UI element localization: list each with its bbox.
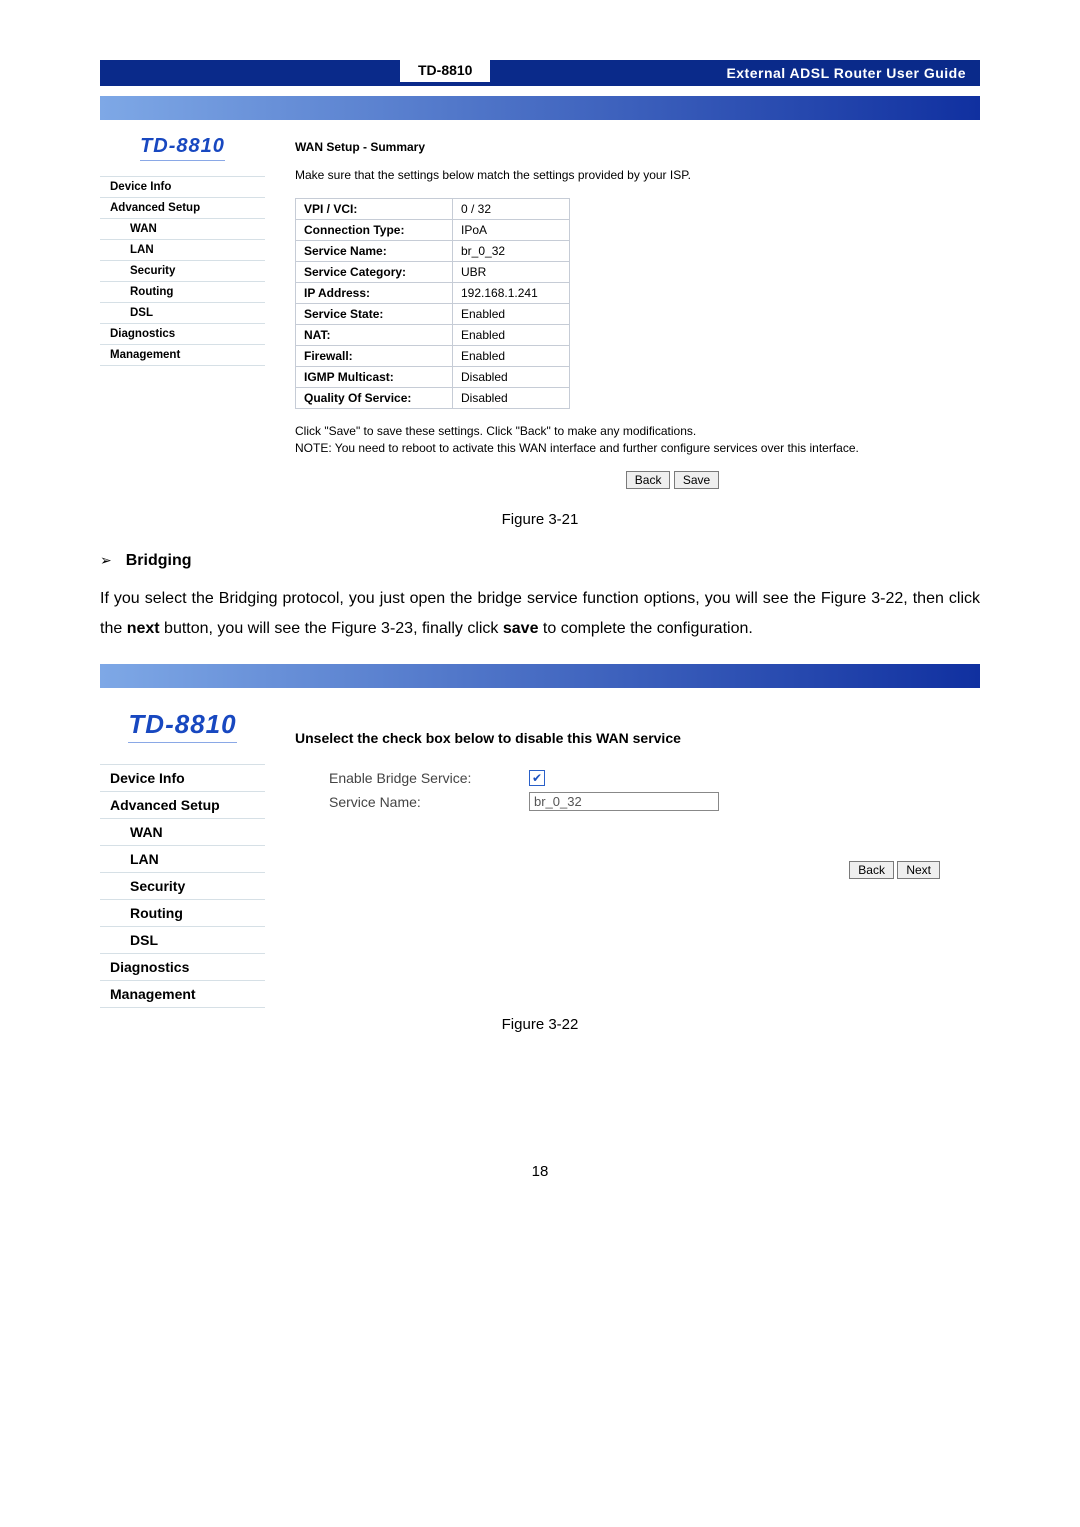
- bridging-text-mid: button, you will see the Figure 3-23, fi…: [160, 620, 503, 637]
- sidebar-item-lan[interactable]: LAN: [100, 845, 265, 873]
- panel-top-bar: [100, 664, 980, 688]
- figure-caption-2: Figure 3-22: [100, 1016, 980, 1033]
- panel-top-bar: [100, 96, 980, 120]
- summary-value: Enabled: [453, 304, 570, 325]
- sidebar-item-dsl[interactable]: DSL: [100, 926, 265, 954]
- table-row: Service State:Enabled: [296, 304, 570, 325]
- table-row: Service Name:br_0_32: [296, 241, 570, 262]
- sidebar-item-dsl[interactable]: DSL: [100, 302, 265, 324]
- summary-value: UBR: [453, 262, 570, 283]
- sidebar-item-management[interactable]: Management: [100, 980, 265, 1008]
- sidebar: TD-8810 Device InfoAdvanced SetupWANLANS…: [100, 120, 265, 366]
- logo-text: TD-8810: [140, 135, 225, 161]
- sidebar-item-routing[interactable]: Routing: [100, 281, 265, 303]
- sidebar-item-security[interactable]: Security: [100, 260, 265, 282]
- back-button[interactable]: Back: [626, 471, 671, 489]
- table-row: Service Category:UBR: [296, 262, 570, 283]
- table-row: Connection Type:IPoA: [296, 220, 570, 241]
- bridging-text-post: to complete the configuration.: [538, 620, 752, 637]
- logo: TD-8810: [100, 688, 265, 765]
- table-row: Firewall:Enabled: [296, 346, 570, 367]
- summary-label: NAT:: [296, 325, 453, 346]
- summary-label: Firewall:: [296, 346, 453, 367]
- sidebar-item-advanced-setup[interactable]: Advanced Setup: [100, 197, 265, 219]
- sidebar-item-wan[interactable]: WAN: [100, 218, 265, 240]
- sidebar-item-advanced-setup[interactable]: Advanced Setup: [100, 791, 265, 819]
- bridging-bold-save: save: [503, 620, 539, 637]
- summary-value: 192.168.1.241: [453, 283, 570, 304]
- summary-label: VPI / VCI:: [296, 199, 453, 220]
- sidebar-item-security[interactable]: Security: [100, 872, 265, 900]
- doc-header-title: External ADSL Router User Guide: [726, 65, 980, 81]
- router-panel-bridge: TD-8810 Device InfoAdvanced SetupWANLANS…: [100, 664, 980, 1008]
- sidebar-item-lan[interactable]: LAN: [100, 239, 265, 261]
- bullet-icon: ➢: [100, 552, 112, 569]
- summary-value: 0 / 32: [453, 199, 570, 220]
- table-row: Quality Of Service:Disabled: [296, 388, 570, 409]
- summary-label: IGMP Multicast:: [296, 367, 453, 388]
- summary-value: br_0_32: [453, 241, 570, 262]
- logo-text: TD-8810: [128, 709, 236, 743]
- next-button[interactable]: Next: [897, 861, 940, 879]
- wan-summary-note: Click "Save" to save these settings. Cli…: [295, 423, 950, 457]
- figure-caption-1: Figure 3-21: [100, 511, 980, 528]
- table-row: IP Address:192.168.1.241: [296, 283, 570, 304]
- table-row: NAT:Enabled: [296, 325, 570, 346]
- sidebar-item-routing[interactable]: Routing: [100, 899, 265, 927]
- summary-value: Enabled: [453, 346, 570, 367]
- summary-table: VPI / VCI:0 / 32Connection Type:IPoAServ…: [295, 198, 570, 409]
- summary-label: IP Address:: [296, 283, 453, 304]
- doc-header: TD-8810 External ADSL Router User Guide: [100, 60, 980, 86]
- bridging-bold-next: next: [127, 620, 160, 637]
- sidebar: TD-8810 Device InfoAdvanced SetupWANLANS…: [100, 688, 265, 1008]
- enable-bridge-label: Enable Bridge Service:: [329, 770, 519, 786]
- router-panel-summary: TD-8810 Device InfoAdvanced SetupWANLANS…: [100, 96, 980, 503]
- back-button[interactable]: Back: [849, 861, 894, 879]
- sidebar-item-wan[interactable]: WAN: [100, 818, 265, 846]
- model-badge: TD-8810: [400, 58, 490, 82]
- bridging-paragraph: If you select the Bridging protocol, you…: [100, 584, 980, 645]
- service-name-label: Service Name:: [329, 794, 519, 810]
- wan-summary-heading: WAN Setup - Summary: [295, 140, 980, 154]
- summary-label: Quality Of Service:: [296, 388, 453, 409]
- wan-summary-intro: Make sure that the settings below match …: [295, 168, 980, 182]
- summary-label: Connection Type:: [296, 220, 453, 241]
- summary-value: Disabled: [453, 388, 570, 409]
- bridge-heading: Unselect the check box below to disable …: [295, 730, 980, 746]
- summary-label: Service State:: [296, 304, 453, 325]
- sidebar-item-management[interactable]: Management: [100, 344, 265, 366]
- logo: TD-8810: [100, 120, 265, 177]
- page-number: 18: [100, 1163, 980, 1180]
- enable-bridge-checkbox[interactable]: ✔: [529, 770, 545, 786]
- bridging-heading: Bridging: [126, 552, 192, 570]
- sidebar-item-diagnostics[interactable]: Diagnostics: [100, 953, 265, 981]
- save-button[interactable]: Save: [674, 471, 719, 489]
- summary-label: Service Name:: [296, 241, 453, 262]
- sidebar-item-diagnostics[interactable]: Diagnostics: [100, 323, 265, 345]
- summary-value: IPoA: [453, 220, 570, 241]
- sidebar-item-device-info[interactable]: Device Info: [100, 176, 265, 198]
- summary-value: Disabled: [453, 367, 570, 388]
- service-name-input[interactable]: [529, 792, 719, 811]
- table-row: VPI / VCI:0 / 32: [296, 199, 570, 220]
- summary-value: Enabled: [453, 325, 570, 346]
- sidebar-item-device-info[interactable]: Device Info: [100, 764, 265, 792]
- summary-label: Service Category:: [296, 262, 453, 283]
- table-row: IGMP Multicast:Disabled: [296, 367, 570, 388]
